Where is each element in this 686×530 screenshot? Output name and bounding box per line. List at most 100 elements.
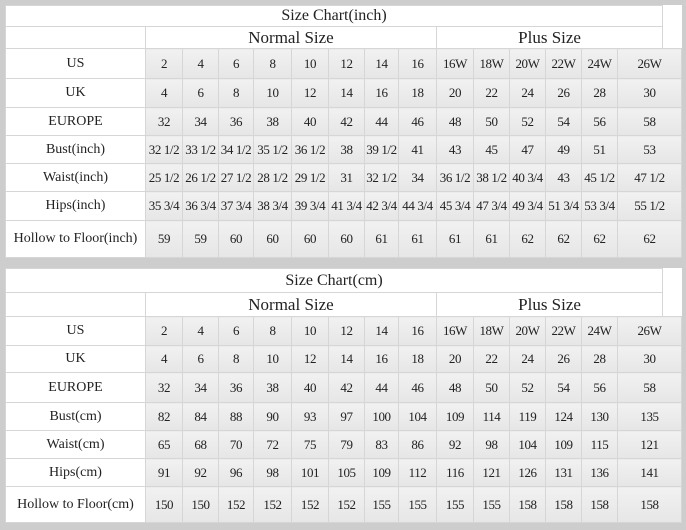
size-value: 38 3/4 <box>253 191 292 221</box>
size-table: Size Chart(inch) Normal Size Plus Size US 2 4… <box>4 5 682 258</box>
corner-cell <box>5 292 146 317</box>
size-value: 45 1/2 <box>581 163 618 192</box>
table-title: Size Chart(cm) <box>4 268 664 293</box>
size-value: 20 <box>436 345 474 373</box>
size-value: 150 <box>182 486 219 523</box>
size-value: 88 <box>218 402 254 431</box>
size-value: 43 <box>545 163 582 192</box>
plus-size-header: Plus Size <box>435 292 664 317</box>
table-row: Hips(cm) 91 92 96 98 101 105 109 112 116 121 126 131… <box>5 458 682 487</box>
size-value: 58 <box>617 372 682 403</box>
size-value: 86 <box>398 430 437 459</box>
size-value: 39 3/4 <box>291 191 329 221</box>
size-value: 34 1/2 <box>218 135 254 164</box>
size-value: 104 <box>398 402 437 431</box>
size-value: 49 <box>545 135 582 164</box>
size-value: 93 <box>291 402 329 431</box>
row-label: UK <box>5 78 146 108</box>
size-value: 44 3/4 <box>398 191 437 221</box>
size-value: 10 <box>291 48 329 79</box>
size-value: 44 <box>364 107 399 136</box>
size-value: 22W <box>545 48 582 79</box>
size-value: 158 <box>617 486 682 523</box>
size-value: 18W <box>473 316 510 346</box>
row-label: Hollow to Floor(inch) <box>5 220 146 258</box>
size-value: 26W <box>617 48 682 79</box>
size-value: 6 <box>218 48 254 79</box>
size-value: 48 <box>436 372 474 403</box>
size-value: 6 <box>182 345 219 373</box>
size-value: 16 <box>364 78 399 108</box>
row-label: Waist(inch) <box>5 163 146 192</box>
size-value: 52 <box>509 372 546 403</box>
size-value: 61 <box>473 220 510 258</box>
size-value: 38 <box>328 135 365 164</box>
row-label: Bust(inch) <box>5 135 146 164</box>
size-value: 42 <box>328 372 365 403</box>
size-value: 92 <box>182 458 219 487</box>
table-row: Waist(inch) 25 1/2 26 1/2 27 1/2 28 1/2 29 1/… <box>5 163 682 192</box>
size-value: 60 <box>253 220 292 258</box>
size-value: 18W <box>473 48 510 79</box>
size-value: 8 <box>253 48 292 79</box>
size-value: 60 <box>218 220 254 258</box>
size-table: Size Chart(cm) Normal Size Plus Size US 2 4 6 8… <box>4 268 682 523</box>
size-chart-inch: Size Chart(inch) Normal Size Plus Size US 2 4… <box>4 5 682 258</box>
row-label: US <box>5 48 146 79</box>
size-value: 72 <box>253 430 292 459</box>
size-value: 4 <box>182 316 219 346</box>
size-value: 28 1/2 <box>253 163 292 192</box>
size-value: 58 <box>617 107 682 136</box>
size-value: 14 <box>364 316 399 346</box>
size-value: 2 <box>145 316 183 346</box>
size-value: 32 1/2 <box>364 163 399 192</box>
size-value: 62 <box>581 220 618 258</box>
size-value: 51 <box>581 135 618 164</box>
size-value: 24 <box>509 78 546 108</box>
size-value: 20W <box>509 316 546 346</box>
size-value: 40 <box>291 372 329 403</box>
row-label: US <box>5 316 146 346</box>
size-value: 155 <box>436 486 474 523</box>
size-value: 62 <box>509 220 546 258</box>
size-value: 115 <box>581 430 618 459</box>
size-value: 10 <box>253 345 292 373</box>
size-value: 52 <box>509 107 546 136</box>
size-value: 47 <box>509 135 546 164</box>
size-value: 109 <box>364 458 399 487</box>
size-value: 40 3/4 <box>509 163 546 192</box>
size-value: 28 <box>581 78 618 108</box>
size-value: 91 <box>145 458 183 487</box>
size-value: 83 <box>364 430 399 459</box>
size-value: 24 <box>509 345 546 373</box>
size-value: 18 <box>398 78 437 108</box>
size-value: 105 <box>328 458 365 487</box>
size-value: 36 <box>218 372 254 403</box>
size-value: 155 <box>398 486 437 523</box>
size-value: 30 <box>617 345 682 373</box>
size-value: 26 1/2 <box>182 163 219 192</box>
size-value: 28 <box>581 345 618 373</box>
size-value: 47 3/4 <box>473 191 510 221</box>
size-value: 12 <box>328 48 365 79</box>
table-row: UK 4 6 8 10 12 14 16 18 20 22 24 26 28 30 <box>5 345 682 373</box>
size-value: 112 <box>398 458 437 487</box>
size-value: 54 <box>545 107 582 136</box>
size-value: 141 <box>617 458 682 487</box>
size-value: 32 1/2 <box>145 135 183 164</box>
size-value: 16 <box>398 316 437 346</box>
size-value: 62 <box>545 220 582 258</box>
size-value: 24W <box>581 316 618 346</box>
size-value: 101 <box>291 458 329 487</box>
size-value: 25 1/2 <box>145 163 183 192</box>
normal-size-header: Normal Size <box>145 292 437 317</box>
size-value: 51 3/4 <box>545 191 582 221</box>
table-row: Hips(inch) 35 3/4 36 3/4 37 3/4 38 3/4 39 3/4… <box>5 191 682 221</box>
size-value: 135 <box>617 402 682 431</box>
size-value: 14 <box>364 48 399 79</box>
size-value: 45 3/4 <box>436 191 474 221</box>
size-value: 116 <box>436 458 474 487</box>
size-value: 22 <box>473 78 510 108</box>
row-label: UK <box>5 345 146 373</box>
size-value: 68 <box>182 430 219 459</box>
